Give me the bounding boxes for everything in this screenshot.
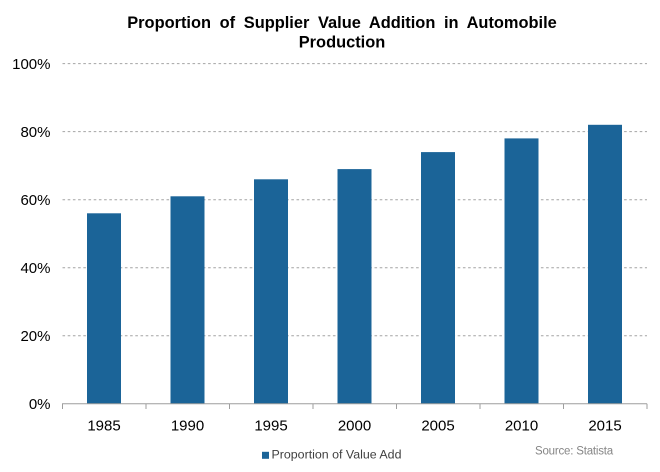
svg-text:2000: 2000 [338, 418, 371, 435]
svg-text:40%: 40% [20, 260, 50, 277]
svg-text:1985: 1985 [87, 418, 120, 435]
svg-text:80%: 80% [20, 124, 50, 141]
svg-text:Proportion of Value Add: Proportion of Value Add [272, 447, 402, 461]
svg-text:2015: 2015 [588, 418, 621, 435]
svg-text:20%: 20% [20, 328, 50, 345]
svg-text:0%: 0% [29, 396, 51, 413]
svg-text:1995: 1995 [254, 418, 287, 435]
svg-text:100%: 100% [12, 56, 50, 73]
svg-text:Source: Statista: Source: Statista [535, 446, 614, 458]
svg-text:2010: 2010 [505, 418, 538, 435]
svg-text:1990: 1990 [171, 418, 204, 435]
svg-text:Production: Production [299, 34, 386, 52]
svg-text:60%: 60% [20, 192, 50, 209]
svg-text:Proportion of Supplier Value A: Proportion of Supplier Value Addition in… [127, 14, 557, 32]
svg-text:2005: 2005 [421, 418, 454, 435]
